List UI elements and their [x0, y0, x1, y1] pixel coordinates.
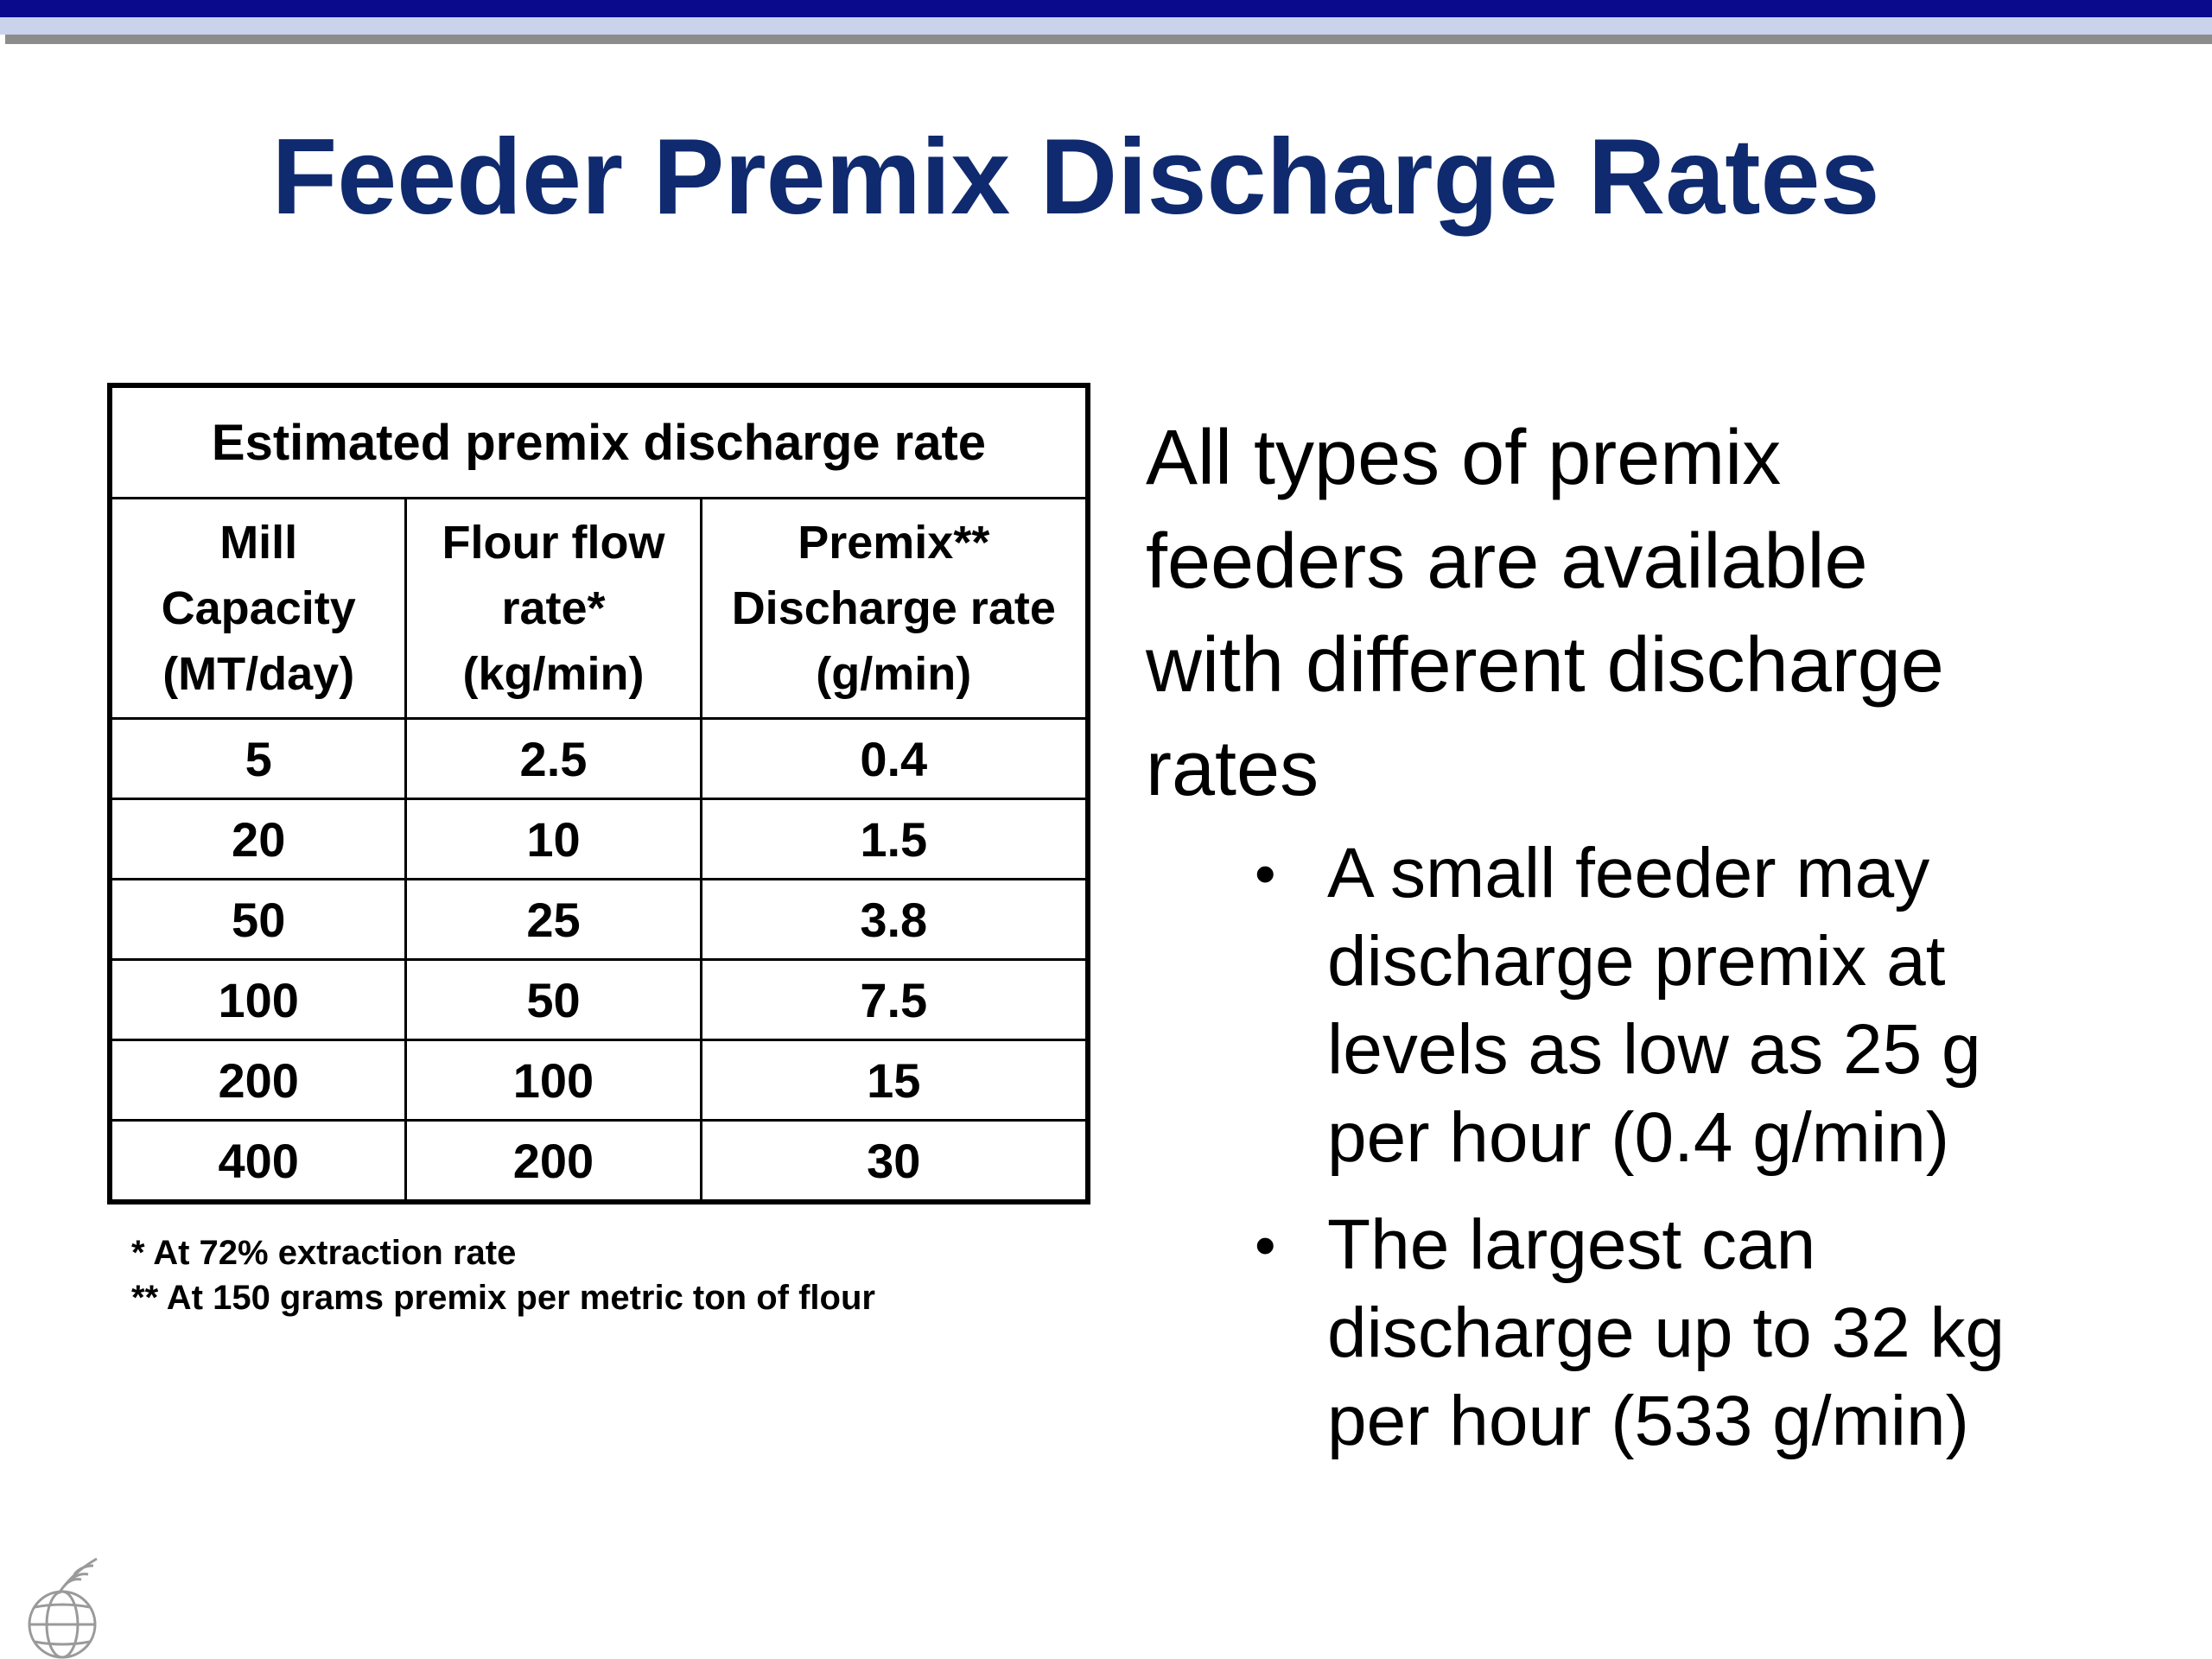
header-line: Flour flow — [442, 517, 665, 569]
globe-wheat-logo-svg — [28, 1557, 98, 1659]
top-header-band-light — [0, 17, 2212, 35]
main-statement-line: feeders are available — [1146, 518, 1868, 605]
table-footnotes: * At 72% extraction rate ** At 150 grams… — [131, 1230, 875, 1320]
header-line: Capacity — [161, 582, 356, 634]
table-cell: 0.4 — [699, 717, 1090, 800]
discharge-rate-table: Estimated premix discharge rate Mill Cap… — [107, 383, 1090, 1205]
header-line: (kg/min) — [462, 648, 645, 700]
table-cell: 20 — [108, 798, 408, 880]
header-mill-capacity: Mill Capacity (MT/day) — [108, 497, 408, 720]
bullet-dot-icon: • — [1255, 840, 1276, 907]
main-statement-line: rates — [1146, 726, 1319, 812]
header-premix-discharge-rate: Premix** Discharge rate (g/min) — [699, 497, 1090, 720]
slide-title: Feeder Premix Discharge Rates — [271, 118, 1880, 237]
header-line: Discharge rate — [731, 582, 1056, 634]
table-row: 100 50 7.5 — [108, 958, 1090, 1041]
table-caption: Estimated premix discharge rate — [108, 384, 1090, 499]
table-cell: 25 — [404, 878, 702, 961]
table-caption-row: Estimated premix discharge rate — [108, 384, 1090, 499]
bullet-list: • A small feeder may discharge premix at… — [1244, 830, 2177, 1484]
footnote-premix-per-ton: ** At 150 grams premix per metric ton of… — [131, 1279, 875, 1317]
table-cell: 10 — [404, 798, 702, 880]
table-cell: 15 — [699, 1039, 1090, 1122]
main-statement-line: All types of premix — [1146, 415, 1782, 501]
bullet-item-small-feeder: • A small feeder may discharge premix at… — [1244, 830, 2177, 1182]
bullet-line: levels as low as 25 g — [1327, 1010, 1981, 1089]
main-statement: All types of premix feeders are availabl… — [1146, 406, 2183, 821]
table-row: 50 25 3.8 — [108, 878, 1090, 961]
table-cell: 3.8 — [699, 878, 1090, 961]
table-cell: 100 — [108, 958, 408, 1041]
bullet-line: per hour (533 g/min) — [1327, 1382, 1969, 1460]
table-cell: 7.5 — [699, 958, 1090, 1041]
table-cell: 50 — [108, 878, 408, 961]
table-row: 5 2.5 0.4 — [108, 717, 1090, 800]
header-line: rate* — [501, 582, 606, 634]
header-line: (MT/day) — [162, 648, 355, 700]
table-header-row: Mill Capacity (MT/day) Flour flow rate* … — [108, 497, 1090, 720]
table-cell: 50 — [404, 958, 702, 1041]
table-cell: 100 — [404, 1039, 702, 1122]
table-cell: 1.5 — [699, 798, 1090, 880]
header-flour-flow-rate: Flour flow rate* (kg/min) — [404, 497, 702, 720]
globe-wheat-logo-icon — [24, 1554, 107, 1659]
bullet-line: A small feeder may — [1327, 834, 1930, 912]
header-line: Mill — [219, 517, 298, 569]
table-row: 400 200 30 — [108, 1119, 1090, 1204]
table-cell: 200 — [404, 1119, 702, 1204]
bullet-line: discharge premix at — [1327, 922, 1946, 1001]
header-line: Premix** — [798, 517, 990, 569]
bullet-item-largest-feeder: • The largest can discharge up to 32 kg … — [1244, 1201, 2177, 1465]
bullet-line: discharge up to 32 kg — [1327, 1294, 2005, 1372]
table-cell: 400 — [108, 1119, 408, 1204]
footnote-extraction-rate: * At 72% extraction rate — [131, 1234, 517, 1272]
top-header-band — [0, 0, 2212, 17]
bullet-dot-icon: • — [1255, 1211, 1276, 1279]
bullet-line: The largest can — [1327, 1205, 1816, 1284]
table-cell: 5 — [108, 717, 408, 800]
table-cell: 30 — [699, 1119, 1090, 1204]
table-row: 200 100 15 — [108, 1039, 1090, 1122]
table-cell: 200 — [108, 1039, 408, 1122]
bullet-line: per hour (0.4 g/min) — [1327, 1098, 1950, 1177]
header-line: (g/min) — [816, 648, 972, 700]
top-header-rule — [5, 35, 2212, 44]
table-cell: 2.5 — [404, 717, 702, 800]
table-row: 20 10 1.5 — [108, 798, 1090, 880]
main-statement-line: with different discharge — [1146, 622, 1944, 709]
